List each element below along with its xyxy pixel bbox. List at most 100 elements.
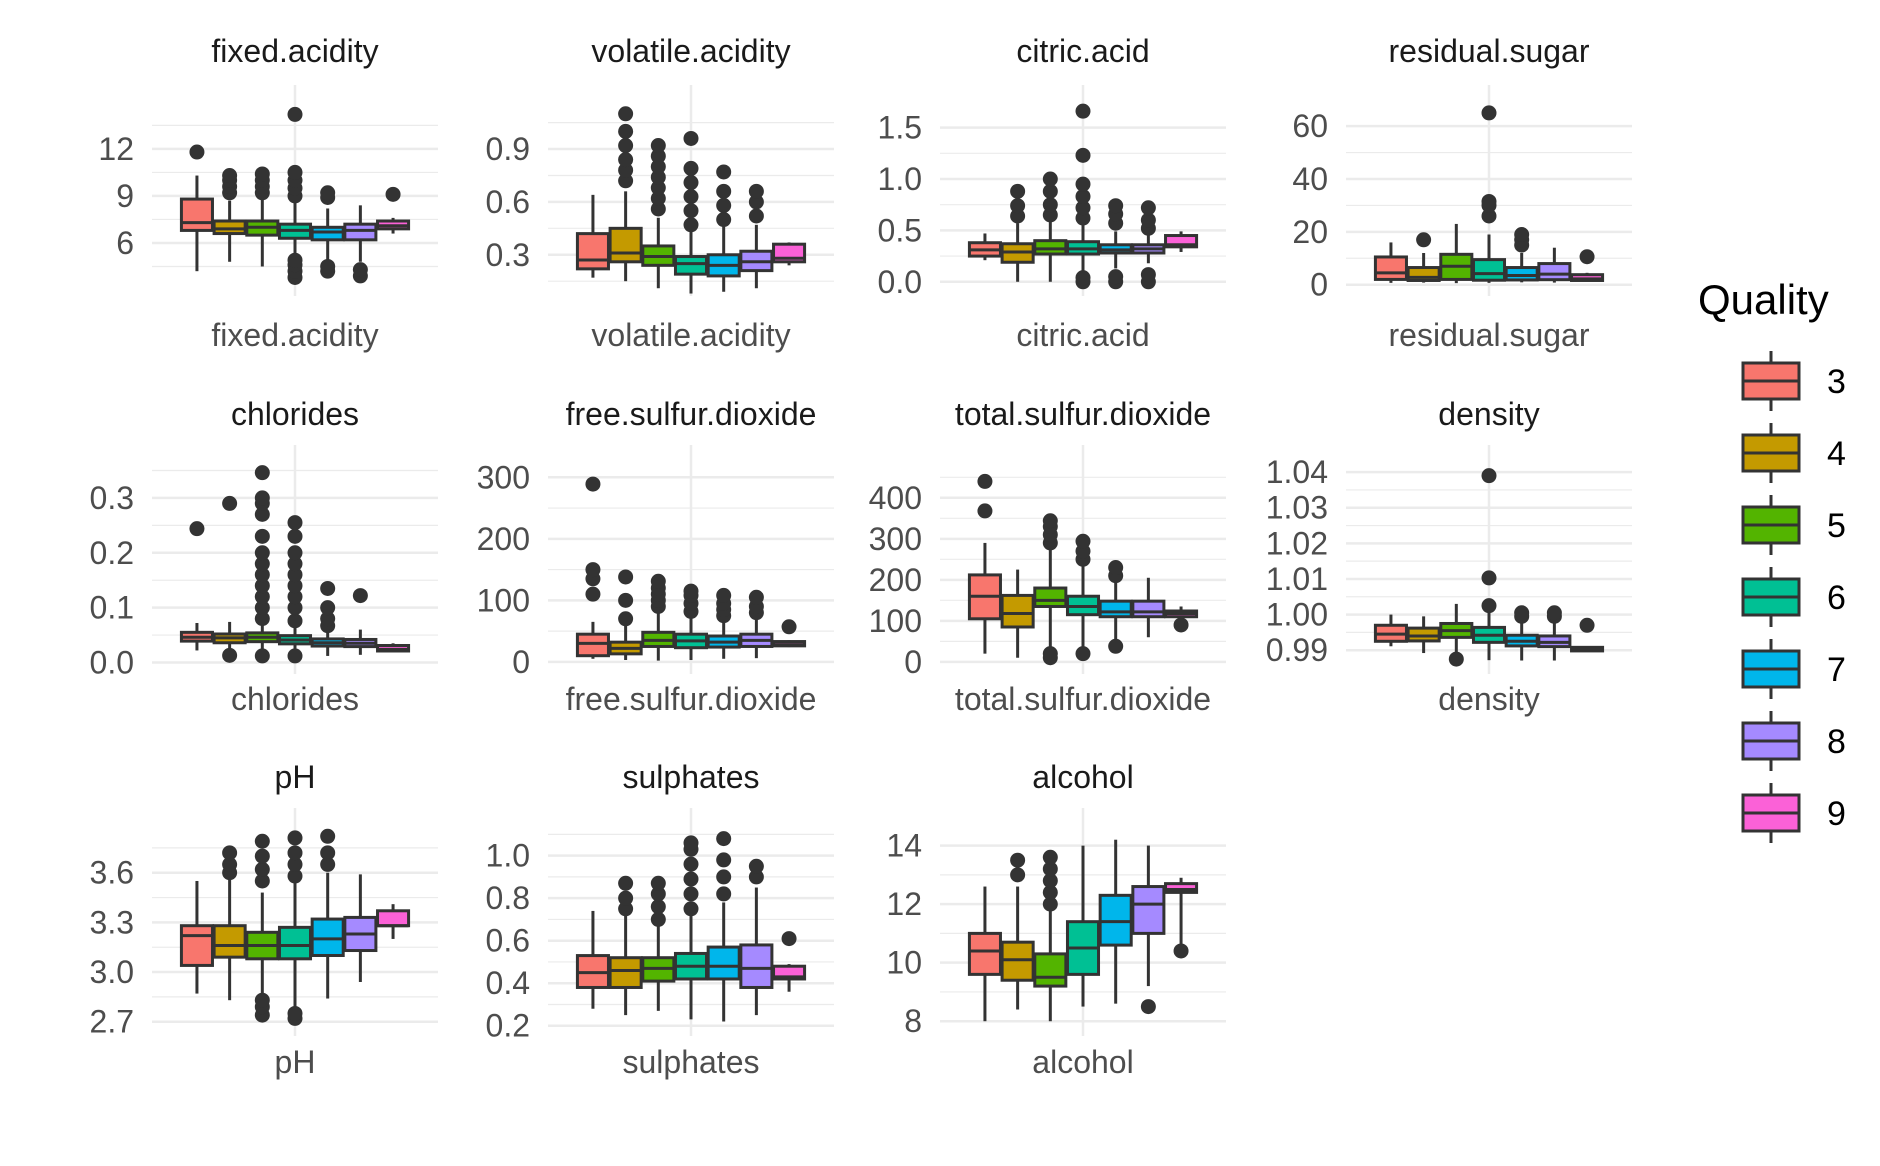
outlier-point: [320, 828, 336, 844]
box-quality-8: [1131, 200, 1166, 290]
box-quality-6: [673, 583, 709, 661]
outlier-point: [352, 262, 368, 278]
x-axis-label: chlorides: [231, 681, 359, 717]
box-iqr: [739, 943, 774, 989]
outlier-point: [618, 152, 634, 168]
panel-alcohol: 8 10 12 14 alcohol alcohol: [886, 759, 1226, 1080]
outlier-point: [1010, 198, 1026, 214]
box-quality-8: [1537, 247, 1572, 283]
box-quality-3: [1373, 242, 1408, 283]
box-iqr: [1504, 266, 1539, 282]
box-quality-3: [967, 233, 1002, 261]
outlier-point: [683, 217, 699, 233]
box-quality-3: [179, 880, 214, 994]
outlier-point: [287, 528, 303, 544]
outlier-point: [650, 169, 666, 185]
box-iqr: [967, 931, 1002, 976]
legend-key-7: 7: [1741, 639, 1846, 699]
box-quality-5: [641, 875, 676, 1011]
outlier-point: [222, 495, 238, 511]
y-tick-label: 0.2: [90, 535, 134, 571]
box-quality-4: [212, 168, 247, 262]
outlier-point: [716, 831, 732, 847]
box-iqr: [575, 232, 610, 271]
y-tick-label: 0: [1310, 267, 1328, 303]
box-quality-6: [1471, 468, 1507, 661]
outlier-point: [1108, 560, 1124, 576]
box-quality-7: [1098, 839, 1133, 1004]
outlier-point: [1010, 208, 1026, 224]
box-iqr: [1000, 593, 1035, 629]
outlier-point: [1140, 267, 1156, 283]
outlier-point: [254, 465, 270, 481]
y-tick-label: 1.02: [1266, 525, 1328, 561]
outlier-point: [748, 194, 764, 210]
outlier-point: [222, 647, 238, 663]
panel-title: free.sulfur.dioxide: [566, 396, 817, 432]
outlier-point: [287, 164, 303, 180]
box-quality-5: [641, 573, 676, 661]
legend-label: 6: [1827, 579, 1846, 617]
outlier-point: [1481, 570, 1497, 586]
outlier-point: [1075, 147, 1091, 163]
box-iqr: [310, 225, 345, 242]
x-axis-label: alcohol: [1032, 1044, 1133, 1080]
y-tick-label: 1.03: [1266, 490, 1328, 526]
outlier-point: [716, 886, 732, 902]
outlier-point: [1481, 598, 1497, 614]
outlier-point: [320, 258, 336, 274]
outlier-point: [287, 830, 303, 846]
outlier-point: [618, 569, 634, 585]
box-quality-5: [1439, 603, 1474, 667]
outlier-point: [287, 589, 303, 605]
outlier-point: [618, 901, 634, 917]
outlier-point: [1140, 999, 1156, 1015]
panel-title: fixed.acidity: [211, 33, 378, 69]
box-iqr: [310, 917, 345, 957]
x-axis-label: volatile.acidity: [591, 317, 790, 353]
outlier-point: [1042, 183, 1058, 199]
box-quality-7: [310, 580, 345, 656]
box-iqr: [1098, 599, 1133, 619]
box-iqr: [608, 226, 643, 264]
panel-density: 0.991.001.011.021.031.04 density density: [1266, 396, 1632, 717]
outlier-point: [977, 503, 993, 519]
panel-title: total.sulfur.dioxide: [955, 396, 1211, 432]
y-tick-label: 1.0: [486, 838, 530, 874]
legend-key-3: 3: [1741, 351, 1846, 411]
outlier-point: [320, 845, 336, 861]
outlier-point: [254, 600, 270, 616]
box-quality-7: [310, 185, 345, 279]
outlier-point: [748, 858, 764, 874]
y-tick-label: 0: [512, 644, 530, 680]
legend-label: 3: [1827, 363, 1846, 401]
outlier-point: [320, 856, 336, 872]
outlier-point: [748, 183, 764, 199]
outlier-point: [716, 212, 732, 228]
legend-label: 7: [1827, 651, 1846, 689]
box-iqr: [277, 925, 313, 961]
outlier-point: [254, 567, 270, 583]
outlier-point: [1042, 646, 1058, 662]
outlier-point: [1075, 270, 1091, 286]
box-quality-6: [673, 835, 709, 1020]
box-quality-4: [212, 845, 247, 1001]
outlier-point: [748, 589, 764, 605]
outlier-point: [189, 144, 205, 160]
x-axis-label: fixed.acidity: [211, 317, 378, 353]
outlier-point: [1579, 249, 1595, 265]
outlier-point: [287, 567, 303, 583]
box-iqr: [608, 956, 643, 989]
outlier-point: [650, 201, 666, 217]
y-tick-label: 2.7: [90, 1004, 134, 1040]
outlier-point: [650, 138, 666, 154]
y-tick-label: 0.1: [90, 590, 134, 626]
box-iqr: [575, 632, 610, 658]
outlier-point: [1481, 208, 1497, 224]
outlier-point: [716, 869, 732, 885]
y-tick-label: 3.3: [90, 904, 134, 940]
outlier-point: [1010, 852, 1026, 868]
box-quality-9: [1570, 249, 1605, 282]
y-tick-label: 0.3: [486, 237, 530, 273]
